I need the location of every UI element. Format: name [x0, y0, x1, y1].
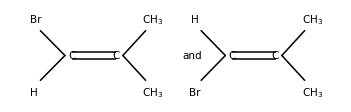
Text: C: C: [112, 51, 120, 61]
Text: C: C: [228, 51, 236, 61]
Text: CH$_3$: CH$_3$: [142, 85, 163, 99]
Text: H: H: [30, 87, 38, 97]
Text: C: C: [272, 51, 279, 61]
Text: and: and: [183, 51, 202, 61]
Text: CH$_3$: CH$_3$: [142, 13, 163, 27]
Text: Br: Br: [189, 87, 200, 97]
Text: H: H: [191, 15, 199, 25]
Text: C: C: [68, 51, 76, 61]
Text: Br: Br: [30, 15, 41, 25]
Text: CH$_3$: CH$_3$: [302, 85, 323, 99]
Text: CH$_3$: CH$_3$: [302, 13, 323, 27]
